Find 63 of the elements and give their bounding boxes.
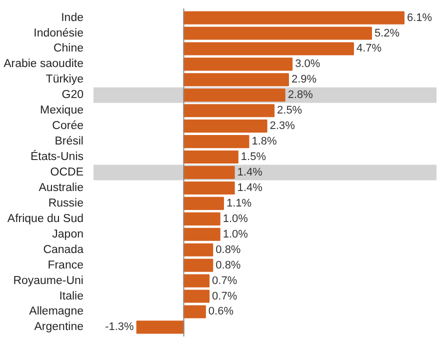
- data-label: 5.2%: [374, 27, 400, 40]
- y-tick-label: Afrique du Sud: [7, 212, 84, 225]
- y-tick-label: Canada: [43, 244, 84, 256]
- data-label: 1.5%: [240, 151, 266, 164]
- bar: [183, 104, 275, 118]
- bar: [183, 243, 214, 256]
- y-tick-label: Brésil: [54, 136, 84, 148]
- y-tick-label: G20: [62, 89, 84, 102]
- data-label: 1.4%: [237, 166, 263, 178]
- y-tick-label: France: [48, 259, 84, 272]
- bar: [183, 274, 210, 288]
- bar: [183, 135, 250, 148]
- bar: [183, 228, 220, 241]
- bar: [183, 305, 206, 318]
- data-label: 2.8%: [288, 89, 314, 102]
- y-tick-label: Indonésie: [34, 27, 84, 40]
- data-label: 0.7%: [212, 290, 238, 302]
- data-label: 1.8%: [252, 136, 278, 148]
- bar: [183, 73, 289, 86]
- data-label: 0.8%: [216, 259, 241, 272]
- y-tick-label: Australie: [38, 182, 84, 194]
- y-tick-label: Japon: [52, 228, 84, 240]
- data-label: 2.9%: [291, 74, 317, 86]
- bar: [183, 11, 405, 24]
- data-label: 1.0%: [222, 228, 248, 240]
- data-label: 2.3%: [270, 120, 296, 132]
- data-label: -1.3%: [105, 321, 134, 334]
- data-label: 1.1%: [226, 197, 252, 210]
- y-tick-label: États-Unis: [30, 150, 84, 164]
- y-tick-label: Allemagne: [29, 306, 84, 318]
- bar: [183, 42, 354, 56]
- data-label: 0.6%: [208, 306, 234, 318]
- y-tick-label: Corée: [52, 120, 84, 132]
- data-label: 2.5%: [277, 104, 302, 117]
- y-tick-label: Argentine: [34, 321, 84, 334]
- bar: [183, 181, 235, 195]
- bar: [183, 212, 220, 226]
- bar: [183, 150, 238, 164]
- data-label: 1.4%: [237, 182, 263, 194]
- bar: [183, 88, 286, 102]
- data-label: 0.7%: [212, 274, 238, 287]
- bar: [136, 320, 184, 334]
- y-tick-label: OCDE: [50, 166, 84, 178]
- data-label: 6.1%: [407, 12, 432, 24]
- y-tick-label: Inde: [61, 12, 84, 24]
- y-tick-label: Chine: [53, 42, 84, 55]
- bar: [183, 58, 293, 71]
- bar: [183, 26, 372, 40]
- data-label: 3.0%: [295, 58, 320, 70]
- data-label: 4.7%: [356, 42, 382, 55]
- bar: [183, 166, 235, 180]
- bar: [183, 258, 214, 272]
- data-label: 0.8%: [216, 244, 241, 256]
- bar: [183, 120, 268, 133]
- data-label: 1.0%: [222, 212, 248, 225]
- y-tick-label: Türkiye: [46, 74, 84, 86]
- y-tick-label: Russie: [48, 197, 84, 210]
- bar: [183, 290, 210, 303]
- y-tick-label: Italie: [59, 290, 84, 302]
- y-tick-label: Arabie saoudite: [4, 58, 84, 70]
- y-tick-label: Mexique: [40, 104, 84, 117]
- bar: [183, 196, 224, 210]
- y-tick-label: Royaume-Uni: [13, 274, 84, 287]
